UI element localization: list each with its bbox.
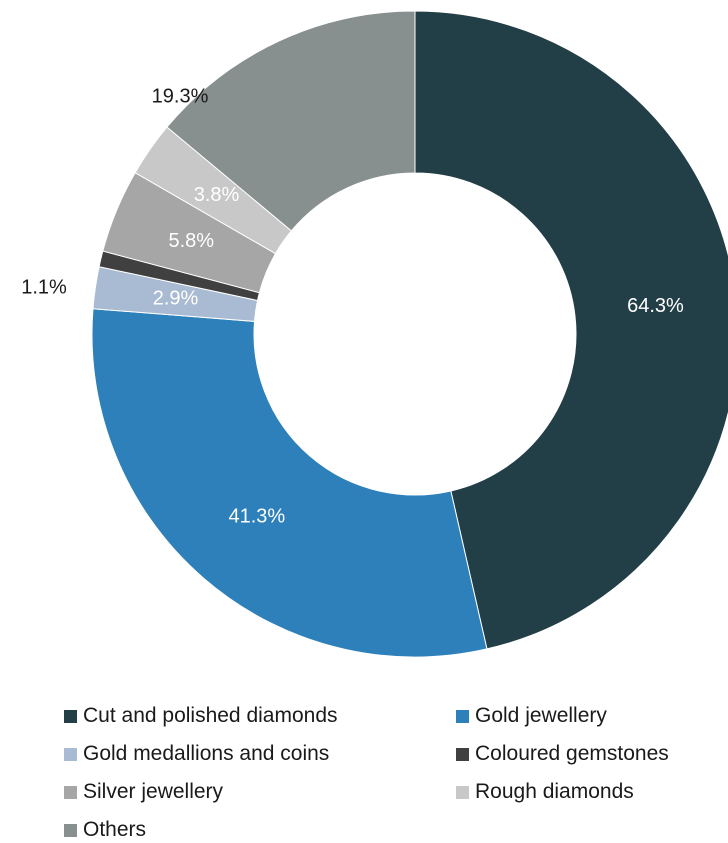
legend-item-cut-and-polished-diamonds: Cut and polished diamonds — [64, 704, 338, 728]
legend-swatch — [456, 785, 469, 799]
legend-item-others: Others — [64, 818, 146, 842]
legend-label: Gold jewellery — [475, 704, 607, 727]
legend-swatch — [456, 709, 469, 723]
legend-label: Cut and polished diamonds — [83, 704, 338, 727]
legend-swatch — [64, 823, 77, 837]
legend-label: Silver jewellery — [83, 780, 224, 803]
legend-swatch — [64, 785, 77, 799]
legend-label: Coloured gemstones — [475, 742, 669, 765]
legend-item-coloured-gemstones: Coloured gemstones — [456, 742, 669, 766]
slice-gold-jewellery — [91, 308, 488, 658]
legend-swatch — [64, 747, 77, 761]
data-label: 2.9% — [153, 288, 199, 310]
legend-label: Gold medallions and coins — [83, 742, 330, 765]
legend-swatch — [456, 747, 469, 761]
donut-chart: 64.3% 41.3% 2.9% 1.1% 5.8% 3.8% 19.3% — [21, 10, 728, 658]
slice-cut-and-polished-diamonds — [414, 10, 728, 650]
data-label: 3.8% — [194, 184, 240, 206]
legend-item-rough-diamonds: Rough diamonds — [456, 780, 634, 804]
legend-label: Rough diamonds — [475, 780, 634, 803]
legend-label: Others — [83, 818, 147, 841]
data-label: 5.8% — [168, 230, 214, 252]
slice-others — [166, 10, 416, 232]
legend-item-silver-jewellery: Silver jewellery — [64, 780, 223, 804]
data-label: 19.3% — [152, 85, 209, 107]
legend-item-gold-jewellery: Gold jewellery — [456, 704, 607, 728]
data-label: 64.3% — [627, 295, 684, 317]
legend-swatch — [64, 709, 77, 723]
data-label: 41.3% — [228, 505, 285, 527]
legend-item-gold-medallions-and-coins: Gold medallions and coins — [64, 742, 329, 766]
data-label: 1.1% — [21, 276, 67, 298]
